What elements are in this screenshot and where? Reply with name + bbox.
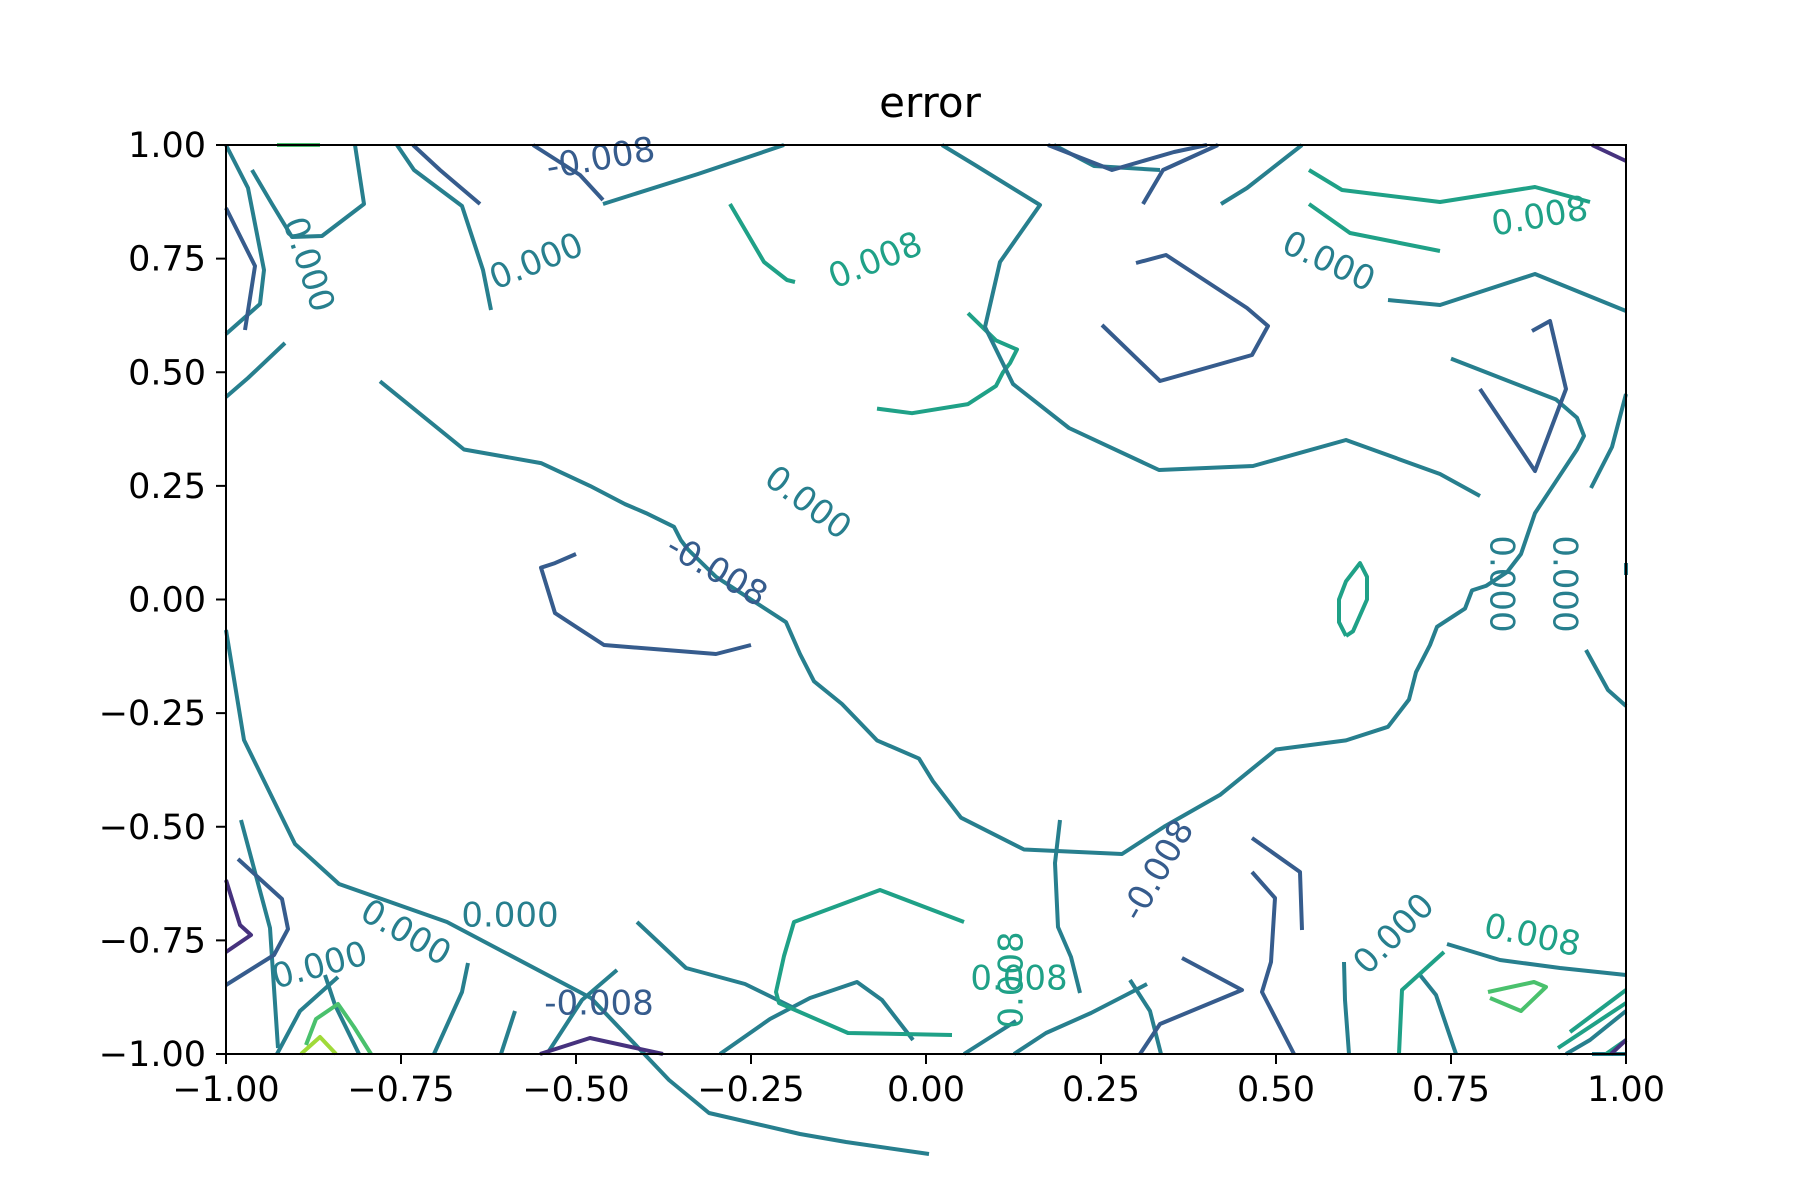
chart-title: error (879, 78, 981, 127)
x-tick-label-1: −0.75 (347, 1070, 454, 1110)
y-axis: 1.00 0.75 0.50 0.25 0.00 −0.25 −0.50 −0.75 −1.00 (99, 126, 226, 1075)
contour-segment-27 (1584, 649, 1628, 708)
x-axis: −1.00 −0.75 −0.50 −0.25 0.00 0.25 0.50 0.75 1.00 (172, 1054, 1665, 1110)
contour-segment-9 (962, 1019, 1018, 1056)
contour-segment-53 (1478, 319, 1568, 473)
contour-lines (224, 143, 1628, 1156)
contour-segment-31 (1307, 168, 1591, 204)
contour-label-4: 0.000 (757, 458, 859, 549)
contour-segment-41 (299, 1035, 338, 1056)
contour-label-2: 0.008 (823, 224, 928, 298)
x-tick-label-5: 0.25 (1062, 1070, 1140, 1110)
contour-label-11: 0.000 (461, 896, 558, 936)
contour-segment-14 (1446, 942, 1627, 977)
contour-line-3 (1337, 561, 1369, 638)
x-tick-label-2: −0.50 (522, 1070, 629, 1110)
y-tick-label-3: 0.25 (128, 467, 206, 507)
contour-segment-34 (1397, 950, 1446, 1055)
contour-segment-2 (275, 975, 340, 1055)
contour-label-10: 0.000 (354, 891, 458, 974)
contour-segment-1 (239, 819, 280, 1049)
contour-label-13: 0.008 (1481, 906, 1585, 965)
x-tick-label-0: −1.00 (172, 1070, 279, 1110)
contour-segment-42 (224, 879, 253, 954)
contour-segment-18 (224, 341, 287, 399)
contour-segment-33 (774, 888, 965, 1037)
contour-segment-11 (1053, 819, 1082, 994)
contour-label-17: 0.000 (267, 934, 371, 998)
y-tick-label-2: 0.50 (128, 353, 206, 393)
contour-segment-46 (224, 207, 257, 331)
contour-label-16: -0.008 (544, 984, 654, 1024)
contour-segment-6 (545, 968, 619, 1056)
contour-label-1: 0.000 (484, 225, 589, 299)
y-tick-label-8: −1.00 (99, 1035, 206, 1075)
contour-segment-7 (635, 920, 795, 1010)
contour-segment-56 (1250, 870, 1296, 1055)
contour-label-14: -0.008 (1113, 813, 1202, 928)
contour-segment-37 (1568, 988, 1628, 1034)
contour-segment-5 (499, 1010, 517, 1055)
contour-label-8: 0.000 (1482, 535, 1522, 632)
contour-segment-15 (1564, 1009, 1628, 1056)
contour-segment-22 (940, 143, 1481, 498)
x-tick-label-8: 1.00 (1587, 1070, 1665, 1110)
contour-line-1 (539, 552, 752, 656)
contour-segment-30 (728, 202, 796, 284)
y-tick-label-6: −0.50 (99, 808, 206, 848)
contour-segment-20 (395, 143, 493, 311)
contour-segment-8 (718, 980, 915, 1056)
contour-line-2 (876, 311, 1019, 416)
contour-segment-54 (1250, 836, 1304, 931)
contour-segment-28 (1589, 393, 1628, 489)
contour-label-9: 0.000 (1545, 535, 1585, 632)
contour-segment-12 (1128, 978, 1163, 1055)
contour-segment-25 (1387, 272, 1627, 313)
contour-segment-48 (411, 143, 482, 206)
x-tick-label-6: 0.50 (1237, 1070, 1315, 1110)
x-tick-label-7: 0.75 (1412, 1070, 1490, 1110)
y-tick-label-0: 1.00 (128, 126, 206, 166)
contour-segment-47 (224, 857, 290, 987)
y-tick-label-5: −0.25 (99, 694, 206, 734)
contour-label-5: -0.008 (659, 526, 774, 615)
contour-segment-3 (323, 974, 361, 1055)
contour-segment-26 (1418, 973, 1458, 1055)
contour-segment-17 (224, 144, 266, 336)
y-tick-label-1: 0.75 (128, 240, 206, 280)
contour-segment-43 (539, 1036, 664, 1056)
contour-segment-13 (1342, 961, 1351, 1055)
contour-line-0 (378, 356, 1586, 856)
contour-segment-4 (432, 962, 470, 1055)
contour-label-15: 0.008 (992, 931, 1032, 1028)
x-tick-label-3: −0.25 (697, 1070, 804, 1110)
contour-segment-55 (1138, 956, 1244, 1056)
contour-segment-0 (224, 629, 930, 1156)
contour-segment-10 (1012, 982, 1148, 1056)
contour-segment-52 (1100, 253, 1270, 383)
contour-label-7: 0.008 (1488, 188, 1591, 244)
x-tick-label-4: 0.00 (887, 1070, 965, 1110)
contour-segment-32 (1307, 202, 1441, 253)
contour-segment-38 (1487, 980, 1548, 1013)
contour-segment-36 (1556, 1001, 1628, 1050)
contour-segment-45 (1609, 1038, 1628, 1056)
contour-segment-49 (531, 143, 605, 202)
contour-segment-19 (250, 144, 366, 239)
contour-segment-50 (1141, 143, 1219, 206)
y-tick-label-7: −0.75 (99, 921, 206, 961)
contour-segment-51 (1047, 143, 1208, 172)
contour-segment-39 (304, 1002, 373, 1056)
y-tick-label-4: 0.00 (128, 581, 206, 621)
contour-segment-21 (602, 143, 785, 206)
contour-segment-44 (1591, 143, 1627, 163)
contour-segment-24 (1219, 143, 1304, 206)
contour-label-0: -0.008 (543, 129, 658, 187)
contour-label-18: 0.008 (970, 959, 1067, 999)
